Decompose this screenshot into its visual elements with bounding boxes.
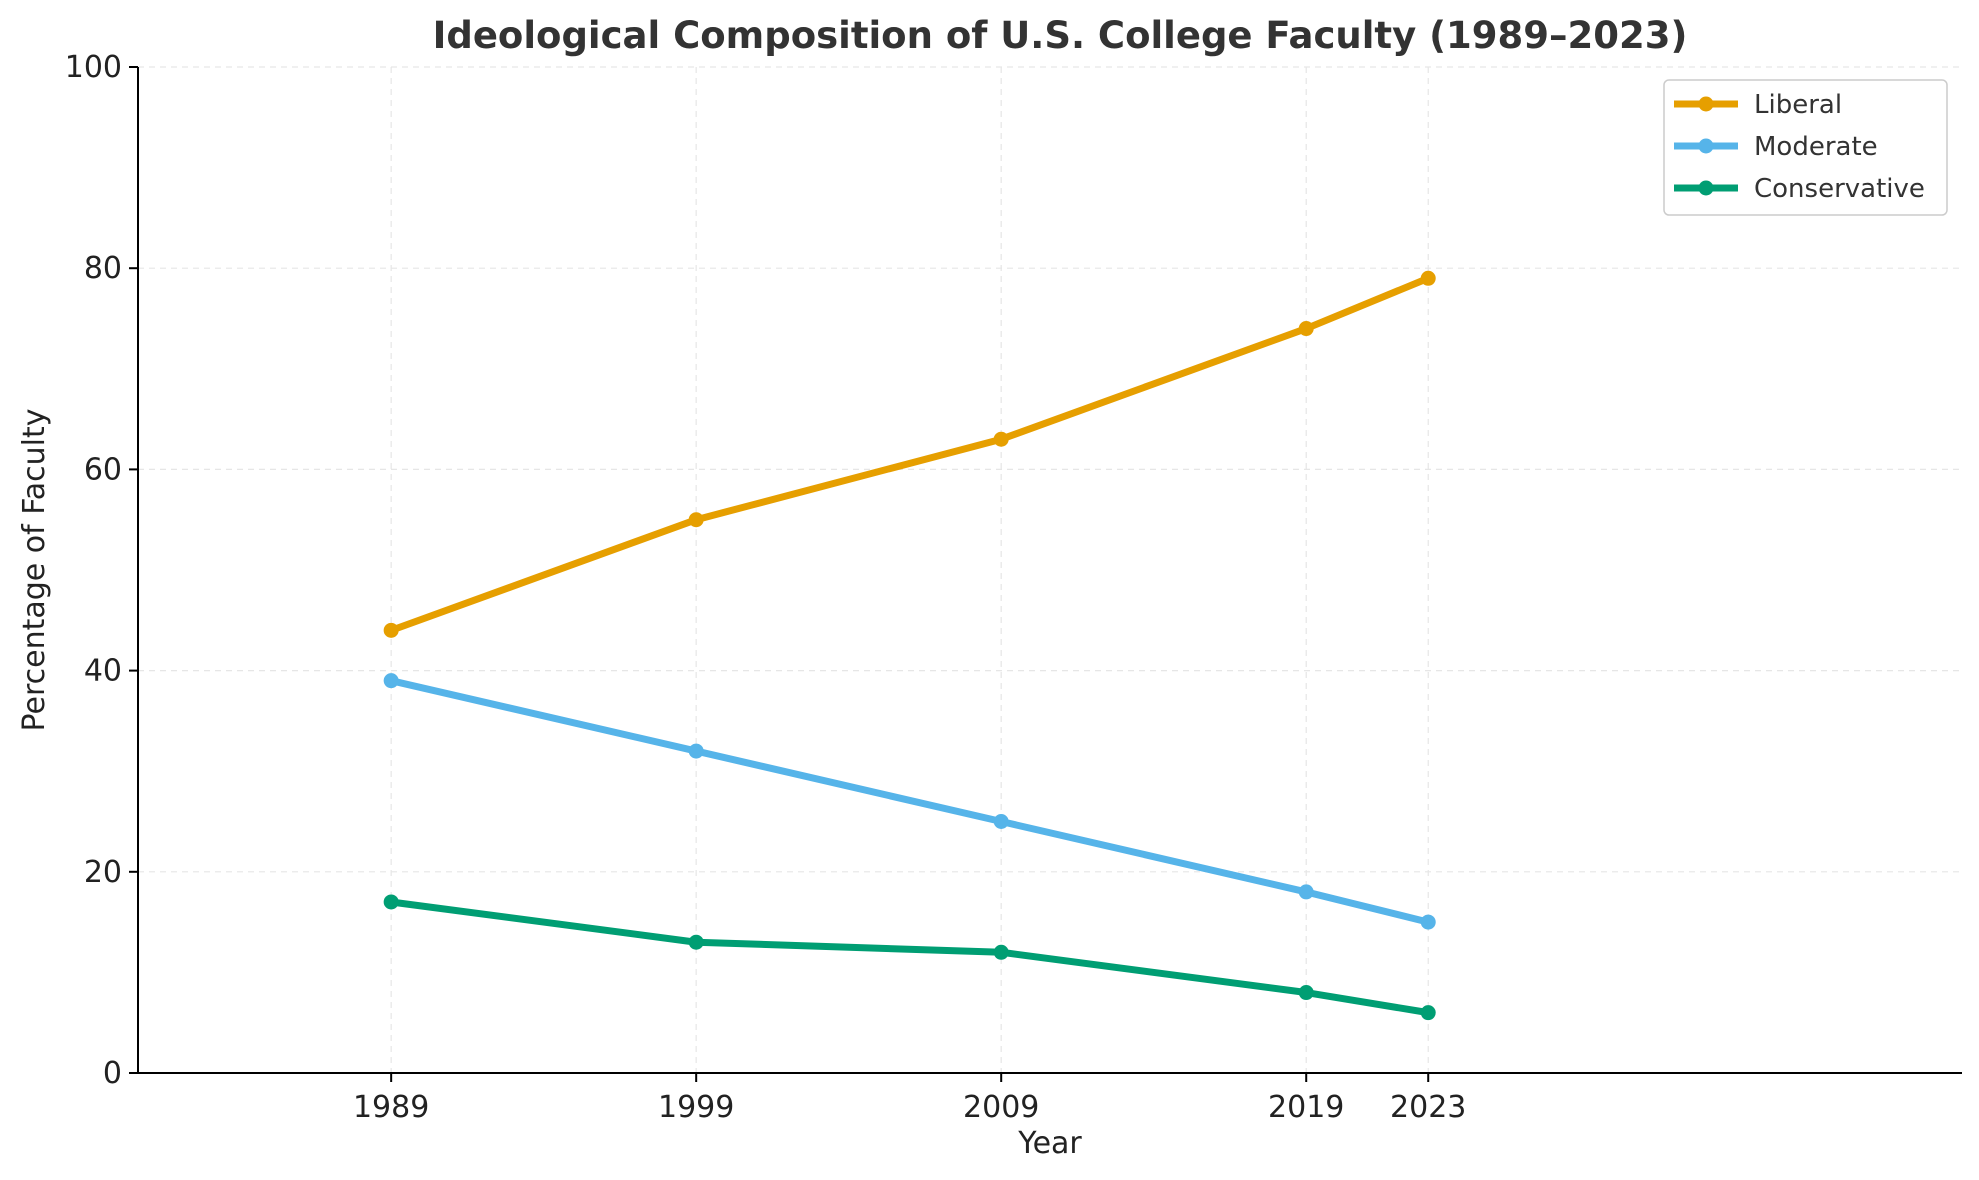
y-axis-title: Percentage of Faculty: [17, 409, 52, 732]
data-point-conservative: [383, 894, 399, 910]
x-axis-title: Year: [1017, 1126, 1082, 1161]
data-point-liberal: [1420, 270, 1436, 286]
data-point-moderate: [1420, 914, 1436, 930]
y-tick-label: 100: [65, 50, 122, 85]
legend-marker-conservative: [1698, 180, 1714, 196]
y-ticks: 0 20 40 60 80 100: [65, 50, 138, 1091]
legend: Liberal Moderate Conservative: [1663, 79, 1948, 216]
data-point-moderate: [993, 814, 1009, 829]
grid: [138, 66, 1962, 1073]
legend-marker-moderate: [1698, 138, 1714, 154]
legend-label-moderate: Moderate: [1754, 132, 1878, 162]
series-line-liberal: [387, 274, 1432, 634]
y-tick-label: 0: [103, 1056, 122, 1091]
x-tick-label: 1989: [353, 1090, 429, 1125]
x-ticks: 1989 1999 2009 2019 2023: [353, 1073, 1466, 1125]
data-point-conservative: [1298, 985, 1314, 1001]
series-line-moderate: [387, 677, 1432, 926]
axes: [137, 67, 1962, 1074]
y-tick-label: 20: [84, 855, 122, 890]
chart-title: Ideological Composition of U.S. College …: [433, 14, 1688, 57]
data-point-conservative: [993, 944, 1009, 960]
data-point-liberal: [1298, 321, 1314, 337]
y-tick-label: 60: [84, 452, 122, 487]
x-tick-label: 2023: [1390, 1090, 1466, 1125]
data-point-liberal: [383, 622, 399, 638]
y-tick-label: 40: [84, 654, 122, 689]
data-point-liberal: [993, 431, 1009, 447]
series-line-conservative: [387, 898, 1432, 1017]
legend-frame: [1663, 79, 1948, 216]
data-point-moderate: [688, 743, 704, 759]
legend-label-conservative: Conservative: [1754, 174, 1925, 204]
x-tick-label: 2009: [963, 1090, 1039, 1125]
x-tick-label: 2019: [1268, 1090, 1344, 1125]
x-tick-label: 1999: [658, 1090, 734, 1125]
legend-marker-liberal: [1698, 96, 1714, 112]
legend-label-liberal: Liberal: [1754, 90, 1842, 120]
series: [383, 270, 1436, 1021]
y-tick-label: 80: [84, 251, 122, 286]
data-point-liberal: [688, 512, 704, 528]
data-point-moderate: [383, 673, 399, 689]
data-point-conservative: [1420, 1005, 1436, 1021]
data-point-moderate: [1298, 884, 1314, 900]
data-point-conservative: [688, 934, 704, 950]
